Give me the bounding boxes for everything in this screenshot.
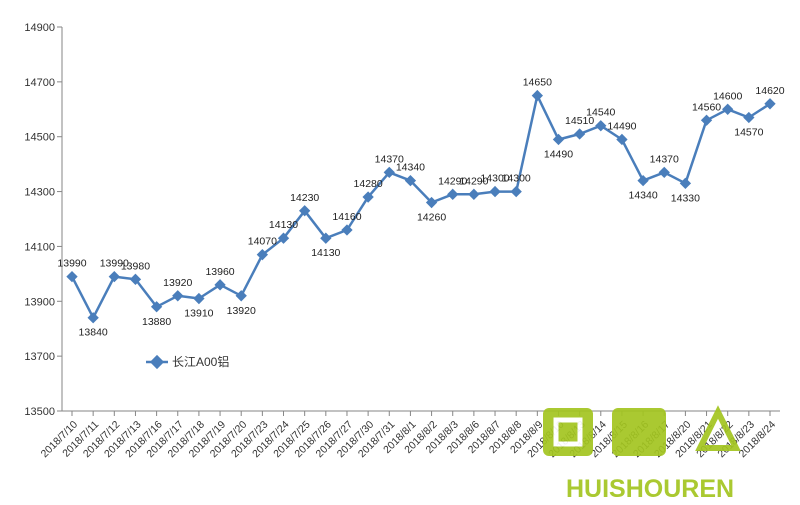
data-label: 14370 <box>375 153 404 165</box>
data-label: 14490 <box>607 120 636 132</box>
data-point-marker <box>510 185 522 198</box>
data-point-marker <box>637 174 649 187</box>
y-tick-label: 14700 <box>24 77 55 89</box>
data-label: 14160 <box>332 211 361 223</box>
data-point-marker <box>362 191 374 203</box>
data-label: 13920 <box>227 305 256 317</box>
data-label: 14230 <box>290 192 319 204</box>
data-point-marker <box>299 205 311 217</box>
data-labels: 1399013840139901398013880139201391013960… <box>57 77 784 339</box>
y-tick-label: 13500 <box>24 406 55 418</box>
data-label: 14600 <box>713 90 742 102</box>
data-label: 13910 <box>184 308 213 320</box>
data-label: 13990 <box>100 258 129 270</box>
legend: 长江A00铝 <box>146 354 229 370</box>
data-label: 14340 <box>628 190 657 202</box>
series-line <box>70 94 771 319</box>
data-label: 13920 <box>163 277 192 289</box>
data-label: 14370 <box>650 153 679 165</box>
data-point-marker <box>573 128 586 140</box>
y-tick-label: 14300 <box>24 187 55 199</box>
data-point-marker <box>404 174 417 187</box>
data-label: 14540 <box>586 107 615 119</box>
data-label: 14130 <box>269 219 298 231</box>
data-point-marker <box>277 232 290 244</box>
data-point-marker <box>489 185 501 198</box>
data-label: 14130 <box>311 247 340 259</box>
data-label: 13880 <box>142 316 171 328</box>
watermark: HUISHOUREN <box>543 405 741 503</box>
data-point-marker <box>235 290 247 302</box>
data-label: 13840 <box>79 327 108 339</box>
data-label: 13990 <box>57 258 86 270</box>
data-label: 14560 <box>692 101 721 113</box>
data-label: 13980 <box>121 260 150 272</box>
y-tick-label: 13900 <box>24 296 55 308</box>
data-label: 14290 <box>459 175 488 187</box>
data-label: 14650 <box>523 77 552 89</box>
data-label: 14300 <box>502 173 531 185</box>
data-point-marker <box>172 290 184 302</box>
data-point-marker <box>679 177 692 189</box>
y-tick-label: 14900 <box>24 22 55 34</box>
y-tick-label: 14100 <box>24 241 55 253</box>
data-label: 14300 <box>480 173 509 185</box>
legend-diamond-marker <box>149 354 165 370</box>
data-label: 14290 <box>438 175 467 187</box>
data-point-marker <box>193 292 205 305</box>
data-point-marker <box>256 249 269 261</box>
y-tick-label: 14500 <box>24 132 55 144</box>
data-point-marker <box>150 301 163 313</box>
data-point-marker <box>320 232 332 244</box>
data-label: 14620 <box>755 85 784 97</box>
data-label: 14340 <box>396 162 425 174</box>
watermark-arrow-icon <box>695 405 741 451</box>
watermark-logo-box-2 <box>612 408 666 456</box>
data-point-marker <box>658 166 670 179</box>
data-label: 14260 <box>417 212 446 224</box>
data-point-marker <box>214 279 226 291</box>
data-label: 14510 <box>565 115 594 127</box>
data-label: 14070 <box>248 236 277 248</box>
data-label: 14280 <box>354 178 383 190</box>
data-point-marker <box>468 188 480 200</box>
data-label: 14330 <box>671 192 700 204</box>
series-layer <box>66 89 776 324</box>
data-point-marker <box>341 224 353 236</box>
data-label: 14570 <box>734 127 763 139</box>
data-point-marker <box>447 188 459 200</box>
data-point-marker <box>383 166 395 179</box>
data-label: 14490 <box>544 148 573 160</box>
watermark-logo-box <box>543 408 593 456</box>
data-point-marker <box>616 133 628 146</box>
data-point-marker <box>425 196 438 209</box>
legend-label: 长江A00铝 <box>172 354 229 369</box>
data-point-marker <box>552 133 565 146</box>
y-tick-label: 13700 <box>24 351 55 363</box>
data-point-marker <box>129 273 142 285</box>
watermark-text: HUISHOUREN <box>566 475 734 500</box>
data-label: 13960 <box>205 266 234 278</box>
watermark-logo-glyph <box>553 417 583 447</box>
